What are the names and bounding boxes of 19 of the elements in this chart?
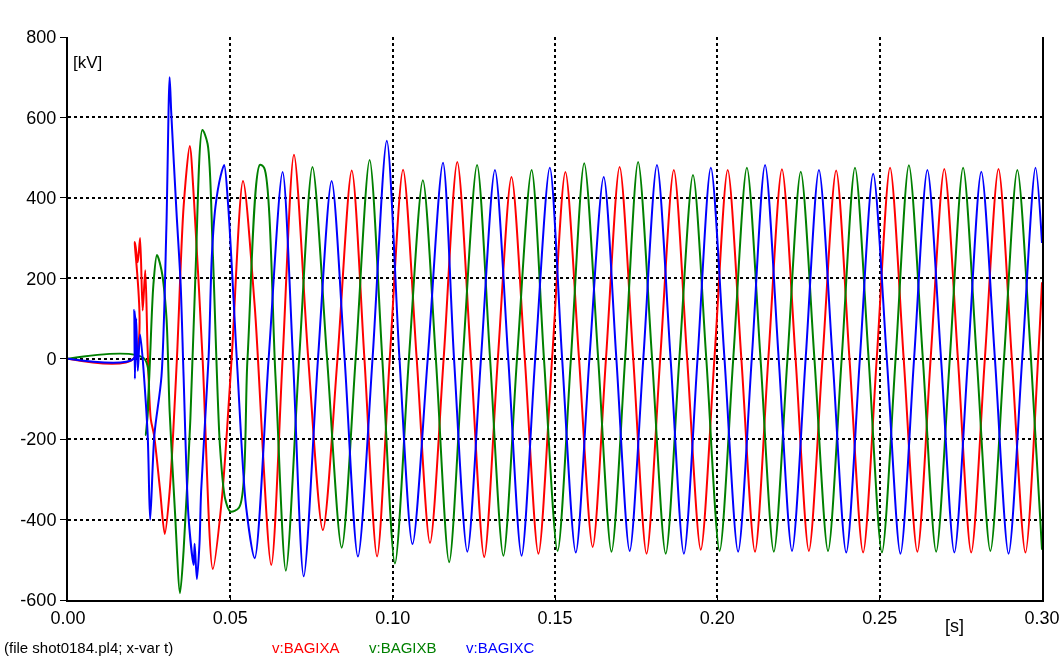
x-tick-label: 0.15 (537, 607, 573, 628)
y-tick-label: -200 (20, 429, 57, 450)
y-tick-label: 800 (26, 27, 57, 48)
y-tick-label: 0 (46, 349, 57, 370)
text: v:BAGIXB (369, 639, 437, 656)
y-axis-title: [kV] (73, 53, 103, 72)
x-tick-label: 0.10 (375, 607, 411, 628)
x-tick-label: 0.20 (699, 607, 735, 628)
y-tick-label: 200 (26, 268, 57, 289)
y-tick-label: 400 (26, 188, 57, 209)
x-tick-label: 0.30 (1024, 607, 1060, 628)
text: v:BAGIXC (466, 639, 535, 656)
text: (file shot0184.pl4; x-var t) (4, 639, 174, 656)
y-tick-label: 600 (26, 107, 57, 128)
x-tick-label: 0.25 (862, 607, 898, 628)
y-tick-label: -400 (20, 509, 57, 530)
x-axis-title: [s] (945, 616, 965, 636)
text: v:BAGIXA (272, 639, 340, 656)
x-tick-label: 0.05 (212, 607, 248, 628)
